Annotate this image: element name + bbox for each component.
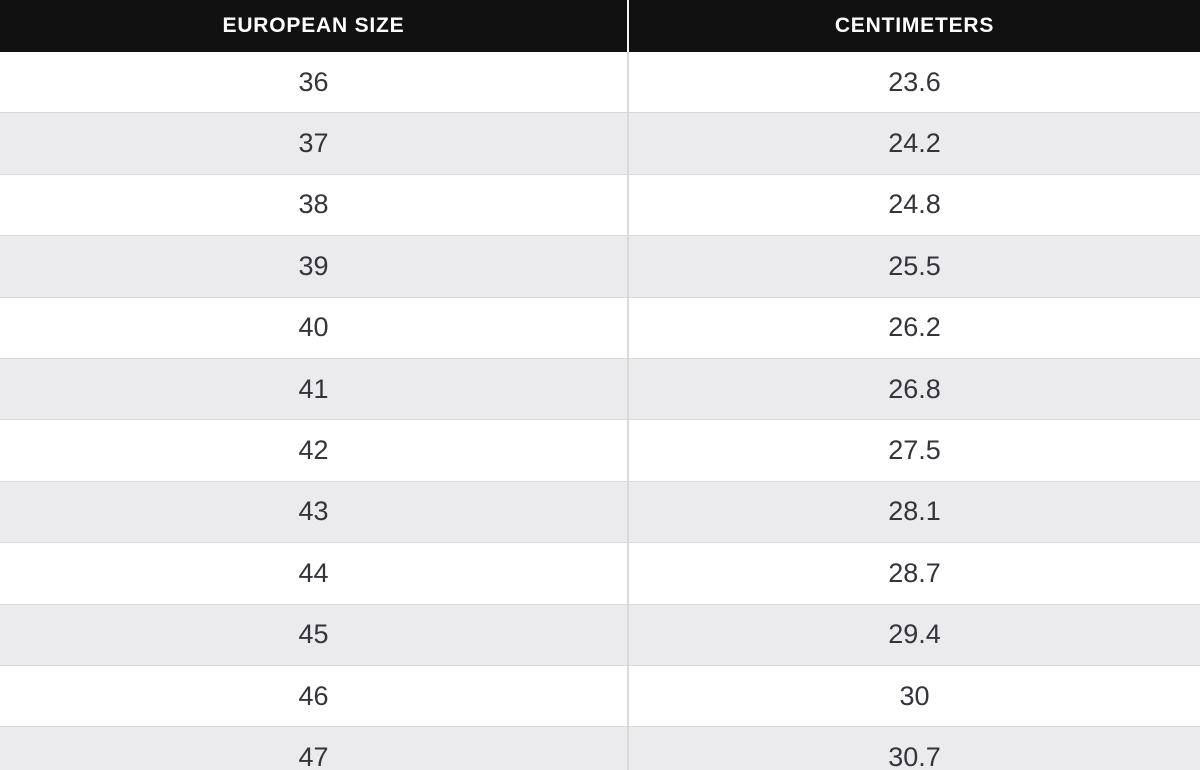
table-row: 36 23.6 (0, 52, 1200, 114)
table-body: 36 23.6 37 24.2 38 24.8 39 25.5 40 26.2 41 26.8 42 27… (0, 52, 1200, 770)
centimeters-cell: 24.8 (628, 174, 1200, 237)
table-row: 45 29.4 (0, 604, 1200, 666)
table-row: 37 24.2 (0, 112, 1200, 175)
european-size-cell: 47 (0, 726, 629, 770)
centimeters-cell: 28.1 (628, 481, 1200, 544)
centimeters-cell: 29.4 (628, 604, 1200, 666)
european-size-cell: 38 (0, 174, 629, 237)
european-size-cell: 44 (0, 542, 629, 605)
european-size-cell: 41 (0, 358, 629, 421)
table-row: 42 27.5 (0, 419, 1200, 482)
european-size-cell: 40 (0, 297, 629, 359)
european-size-cell: 37 (0, 112, 629, 175)
centimeters-cell: 30 (628, 665, 1200, 728)
table-row: 43 28.1 (0, 481, 1200, 544)
european-size-cell: 36 (0, 52, 629, 114)
centimeters-cell: 26.2 (628, 297, 1200, 359)
table-row: 38 24.8 (0, 174, 1200, 237)
column-header-european-size: EUROPEAN SIZE (0, 0, 629, 52)
centimeters-cell: 26.8 (628, 358, 1200, 421)
table-row: 47 30.7 (0, 726, 1200, 770)
table-row: 39 25.5 (0, 235, 1200, 298)
european-size-cell: 42 (0, 419, 629, 482)
european-size-cell: 46 (0, 665, 629, 728)
european-size-cell: 43 (0, 481, 629, 544)
centimeters-cell: 23.6 (628, 52, 1200, 114)
centimeters-cell: 30.7 (628, 726, 1200, 770)
table-row: 40 26.2 (0, 297, 1200, 359)
european-size-cell: 45 (0, 604, 629, 666)
table-row: 41 26.8 (0, 358, 1200, 421)
centimeters-cell: 25.5 (628, 235, 1200, 298)
centimeters-cell: 28.7 (628, 542, 1200, 605)
european-size-cell: 39 (0, 235, 629, 298)
header-row: EUROPEAN SIZE CENTIMETERS (0, 0, 1200, 52)
centimeters-cell: 27.5 (628, 419, 1200, 482)
column-header-centimeters: CENTIMETERS (628, 0, 1200, 52)
table-row: 44 28.7 (0, 542, 1200, 605)
centimeters-cell: 24.2 (628, 112, 1200, 175)
table-row: 46 30 (0, 665, 1200, 728)
